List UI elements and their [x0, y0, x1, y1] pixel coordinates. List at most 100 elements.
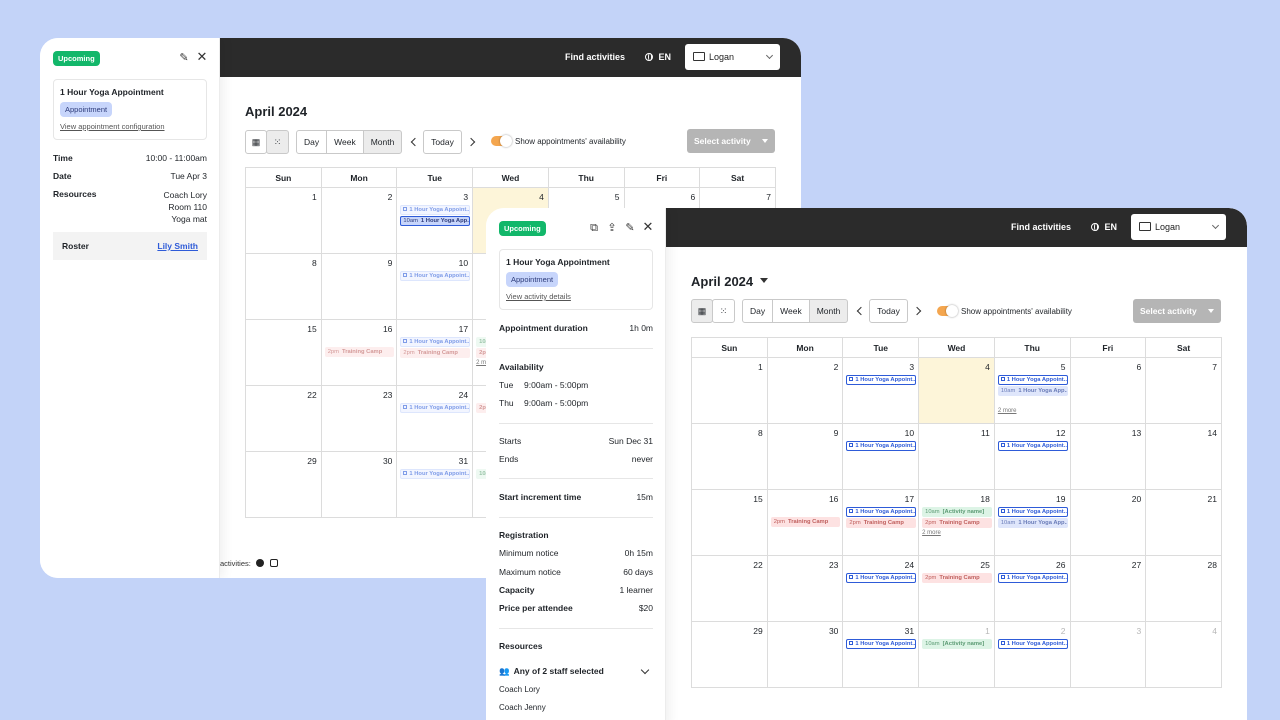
day-cell[interactable]: 3 1 Hour Yoga Appoint... — [842, 357, 920, 424]
user-dropdown[interactable]: Logan — [685, 44, 780, 70]
next-arrow-icon[interactable] — [912, 306, 922, 316]
day-cell[interactable]: 31 1 Hour Yoga Appoint... — [842, 621, 920, 688]
calendar-event[interactable]: 1 Hour Yoga Appoint... — [400, 205, 471, 215]
day-view-button[interactable]: Day — [296, 130, 328, 154]
calendar-event[interactable]: 1 Hour Yoga Appoint... — [400, 271, 471, 281]
calendar-event[interactable]: 1 Hour Yoga Appoint... — [846, 507, 917, 517]
close-icon[interactable]: ✕ — [642, 219, 654, 234]
day-cell[interactable]: 19 1 Hour Yoga Appoint... 10am 1 Hour Yoga … — [993, 489, 1071, 556]
day-cell[interactable]: 1 — [245, 187, 322, 254]
calendar-view-button[interactable]: ▦ — [245, 130, 267, 154]
today-button[interactable]: Today — [869, 299, 908, 323]
day-cell[interactable]: 20 — [1069, 489, 1147, 556]
day-cell[interactable]: 12 1 Hour Yoga Appoint... — [993, 423, 1071, 490]
day-cell[interactable]: 1 — [691, 357, 768, 424]
day-cell[interactable]: 13 — [1069, 423, 1147, 490]
day-cell[interactable]: 3 1 Hour Yoga Appoint... 10am 1 Hour Yoga A… — [396, 187, 474, 254]
day-cell[interactable]: 17 1 Hour Yoga Appoint... 2pm Training Camp — [396, 319, 474, 386]
day-cell[interactable]: 25 2pm Training Camp — [918, 555, 995, 622]
day-cell[interactable]: 22 — [245, 385, 322, 452]
calendar-event[interactable]: 1 Hour Yoga Appoint... — [846, 441, 917, 451]
calendar-event[interactable]: 2pm Training Camp — [324, 347, 395, 357]
calendar-event[interactable]: 1 Hour Yoga Appoint... — [997, 507, 1068, 517]
day-cell[interactable]: 22 — [691, 555, 768, 622]
instagram-icon[interactable] — [269, 559, 278, 567]
day-cell[interactable]: 28 — [1145, 555, 1222, 622]
availability-toggle[interactable] — [937, 305, 958, 317]
calendar-event[interactable]: 2pm Training Camp — [770, 517, 841, 527]
availability-toggle[interactable] — [491, 135, 512, 147]
staff-selector[interactable]: 👥 Any of 2 staff selected — [499, 665, 653, 677]
day-cell[interactable]: 1 10am [Activity name] — [918, 621, 995, 688]
calendar-event[interactable]: 10am 1 Hour Yoga App... — [400, 216, 471, 226]
day-cell[interactable]: 4 — [1145, 621, 1222, 688]
day-cell[interactable]: 16 2pm Training Camp — [320, 319, 398, 386]
next-arrow-icon[interactable] — [466, 137, 476, 147]
calendar-event[interactable]: 2pm Training Camp — [400, 348, 471, 358]
calendar-event[interactable]: 10am [Activity name] — [922, 639, 992, 649]
day-cell[interactable]: 10 1 Hour Yoga Appoint... — [396, 253, 474, 320]
day-cell[interactable]: 30 — [766, 621, 844, 688]
calendar-event[interactable]: 1 Hour Yoga Appoint... — [846, 573, 917, 583]
day-cell[interactable]: 14 — [1145, 423, 1222, 490]
day-cell[interactable]: 23 — [766, 555, 844, 622]
day-cell[interactable]: 15 — [245, 319, 322, 386]
day-cell[interactable]: 4 — [918, 357, 995, 424]
calendar-event[interactable]: 10am 1 Hour Yoga App... — [997, 518, 1068, 528]
day-cell[interactable]: 8 — [245, 253, 322, 320]
calendar-view-button[interactable]: ▦ — [691, 299, 713, 323]
day-cell[interactable]: 9 — [320, 253, 398, 320]
calendar-event[interactable]: 1 Hour Yoga Appoint... — [997, 573, 1068, 583]
prev-arrow-icon[interactable] — [410, 137, 420, 147]
calendar-event[interactable]: 2pm Training Camp — [922, 518, 992, 528]
roster-attendee-link[interactable]: Lily Smith — [157, 241, 198, 251]
day-cell[interactable]: 27 — [1069, 555, 1147, 622]
view-configuration-link[interactable]: View appointment configuration — [60, 122, 165, 131]
prev-arrow-icon[interactable] — [856, 306, 866, 316]
language-selector[interactable]: EN — [1091, 208, 1117, 247]
day-cell[interactable]: 31 1 Hour Yoga Appoint... — [396, 451, 474, 518]
day-cell[interactable]: 2 — [766, 357, 844, 424]
day-cell[interactable]: 24 1 Hour Yoga Appoint... — [396, 385, 474, 452]
today-button[interactable]: Today — [423, 130, 462, 154]
calendar-event[interactable]: 1 Hour Yoga Appoint... — [846, 639, 917, 649]
share-icon[interactable]: ⇪ — [607, 222, 617, 234]
view-activity-details-link[interactable]: View activity details — [506, 292, 571, 301]
edit-icon[interactable]: ✎ — [179, 52, 189, 64]
close-icon[interactable]: ✕ — [196, 49, 208, 64]
find-activities-link[interactable]: Find activities — [1010, 222, 1071, 232]
grid-view-button[interactable]: ⁙ — [712, 299, 735, 323]
day-cell[interactable]: 23 — [320, 385, 398, 452]
month-view-button[interactable]: Month — [808, 299, 849, 323]
day-cell[interactable]: 17 1 Hour Yoga Appoint... 2pm Training Camp — [842, 489, 920, 556]
calendar-event[interactable]: 2pm Training Camp — [846, 518, 917, 528]
calendar-event[interactable]: 1 Hour Yoga Appoint... — [400, 403, 471, 413]
day-cell[interactable]: 16 2pm Training Camp — [766, 489, 844, 556]
day-cell[interactable]: 21 — [1145, 489, 1222, 556]
day-cell[interactable]: 11 — [918, 423, 995, 490]
edit-icon[interactable]: ✎ — [625, 222, 635, 234]
more-events-link[interactable]: 2 m — [476, 360, 487, 366]
calendar-event[interactable]: 1 Hour Yoga Appoint... — [400, 469, 471, 479]
day-cell[interactable]: 8 — [691, 423, 768, 490]
find-activities-link[interactable]: Find activities — [564, 52, 625, 62]
user-dropdown[interactable]: Logan — [1131, 214, 1226, 240]
more-events-link[interactable]: 2 more — [922, 530, 941, 536]
select-activity-dropdown[interactable]: Select activity — [687, 129, 775, 153]
day-cell[interactable]: 15 — [691, 489, 768, 556]
calendar-event[interactable]: 10am [Activity name] — [922, 507, 992, 517]
day-view-button[interactable]: Day — [742, 299, 774, 323]
calendar-event[interactable]: 1 Hour Yoga Appoint... — [997, 639, 1068, 649]
day-cell[interactable]: 29 — [691, 621, 768, 688]
month-title-dropdown[interactable]: April 2024 — [691, 274, 769, 289]
day-cell[interactable]: 9 — [766, 423, 844, 490]
day-cell[interactable]: 26 1 Hour Yoga Appoint... — [993, 555, 1071, 622]
day-cell[interactable]: 24 1 Hour Yoga Appoint... — [842, 555, 920, 622]
day-cell[interactable]: 5 1 Hour Yoga Appoint... 10am 1 Hour Yoga A… — [993, 357, 1071, 424]
day-cell[interactable]: 3 — [1069, 621, 1147, 688]
week-view-button[interactable]: Week — [772, 299, 810, 323]
day-cell[interactable]: 2 1 Hour Yoga Appoint... — [993, 621, 1071, 688]
day-cell[interactable]: 29 — [245, 451, 322, 518]
grid-view-button[interactable]: ⁙ — [266, 130, 289, 154]
day-cell[interactable]: 6 — [1069, 357, 1147, 424]
